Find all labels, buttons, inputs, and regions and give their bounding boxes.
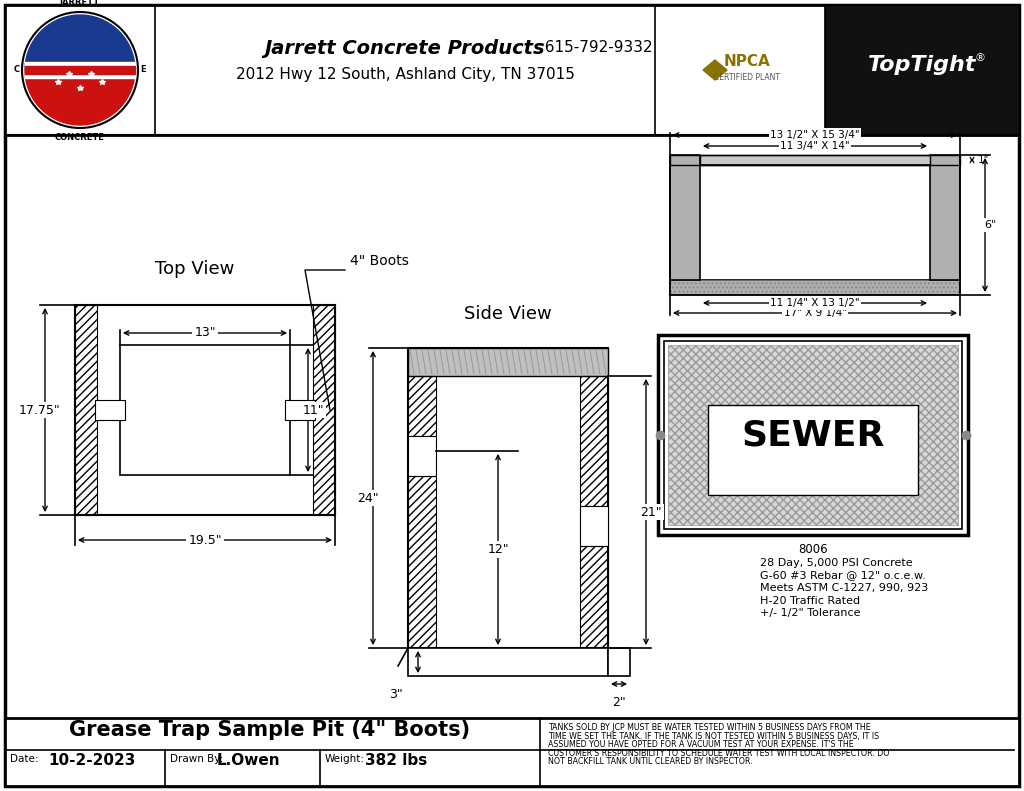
Text: 21": 21": [640, 505, 662, 518]
Text: E: E: [140, 66, 145, 74]
Polygon shape: [703, 60, 727, 80]
Text: Jarrett Concrete Products: Jarrett Concrete Products: [264, 39, 546, 58]
Bar: [120, 345, 290, 475]
Bar: [670, 280, 961, 295]
Text: 19.5": 19.5": [188, 533, 222, 547]
Bar: [408, 648, 608, 676]
Text: Drawn By:: Drawn By:: [170, 754, 223, 764]
Text: 10-2-2023: 10-2-2023: [48, 753, 135, 768]
Text: L.Owen: L.Owen: [217, 753, 281, 768]
Text: Meets ASTM C-1227, 990, 923: Meets ASTM C-1227, 990, 923: [760, 583, 928, 593]
Bar: [670, 155, 700, 280]
Text: 13 1/2" X 15 3/4": 13 1/2" X 15 3/4": [770, 130, 860, 140]
Text: NPCA: NPCA: [724, 55, 770, 70]
Bar: [708, 405, 918, 495]
Text: 13": 13": [195, 327, 216, 339]
Wedge shape: [25, 15, 135, 70]
Bar: [580, 506, 608, 546]
Text: CONCRETE: CONCRETE: [55, 133, 104, 142]
Bar: [25, 66, 135, 74]
Bar: [5, 5, 1019, 135]
Text: ASSUMED YOU HAVE OPTED FOR A VACUUM TEST AT YOUR EXPENSE. IT'S THE: ASSUMED YOU HAVE OPTED FOR A VACUUM TEST…: [548, 740, 854, 749]
Text: SEWER: SEWER: [741, 418, 885, 452]
Text: 8006: 8006: [798, 543, 827, 556]
Text: 11 3/4" X 14": 11 3/4" X 14": [780, 141, 850, 151]
Text: 1": 1": [978, 155, 989, 165]
Bar: [408, 348, 608, 376]
Bar: [930, 155, 961, 280]
Text: TANKS SOLD BY JCP MUST BE WATER TESTED WITHIN 5 BUSINESS DAYS FROM THE: TANKS SOLD BY JCP MUST BE WATER TESTED W…: [548, 723, 870, 732]
Text: Side View: Side View: [464, 305, 552, 323]
Text: 2012 Hwy 12 South, Ashland City, TN 37015: 2012 Hwy 12 South, Ashland City, TN 3701…: [236, 67, 574, 82]
Bar: [5, 718, 1019, 786]
Bar: [608, 648, 630, 676]
Text: TIME WE SET THE TANK. IF THE TANK IS NOT TESTED WITHIN 5 BUSINESS DAYS, IT IS: TIME WE SET THE TANK. IF THE TANK IS NOT…: [548, 732, 880, 740]
Bar: [95, 400, 125, 420]
Text: CUSTOMER'S RESPONSIBILITY TO SCHEDULE WATER TEST WITH LOCAL INSPECTOR. DO: CUSTOMER'S RESPONSIBILITY TO SCHEDULE WA…: [548, 748, 890, 758]
Text: +/- 1/2" Tolerance: +/- 1/2" Tolerance: [760, 608, 860, 618]
Bar: [408, 476, 436, 648]
Bar: [670, 155, 961, 165]
Text: G-60 #3 Rebar @ 12" o.c.e.w.: G-60 #3 Rebar @ 12" o.c.e.w.: [760, 570, 926, 581]
Bar: [658, 335, 968, 535]
Bar: [408, 376, 436, 436]
Bar: [670, 280, 961, 295]
Circle shape: [22, 12, 138, 128]
Text: H-20 Traffic Rated: H-20 Traffic Rated: [760, 596, 860, 605]
Text: 2": 2": [612, 696, 626, 709]
Text: 11 1/4" X 13 1/2": 11 1/4" X 13 1/2": [770, 298, 860, 308]
Bar: [580, 376, 608, 506]
Text: TopTight: TopTight: [867, 55, 976, 75]
Bar: [25, 62, 135, 78]
Text: 28 Day, 5,000 PSI Concrete: 28 Day, 5,000 PSI Concrete: [760, 558, 912, 568]
Bar: [668, 345, 958, 525]
Text: 382 lbs: 382 lbs: [365, 753, 427, 768]
Bar: [825, 5, 1019, 135]
Bar: [408, 436, 436, 476]
Text: Grease Trap Sample Pit (4" Boots): Grease Trap Sample Pit (4" Boots): [70, 720, 471, 740]
Text: NOT BACKFILL TANK UNTIL CLEARED BY INSPECTOR.: NOT BACKFILL TANK UNTIL CLEARED BY INSPE…: [548, 757, 753, 766]
Text: 615-792-9332: 615-792-9332: [535, 40, 652, 55]
Bar: [700, 155, 930, 165]
Bar: [285, 400, 315, 420]
Text: 4" Boots: 4" Boots: [350, 254, 409, 268]
Text: ®: ®: [974, 53, 985, 63]
Text: CERTIFIED PLANT: CERTIFIED PLANT: [714, 74, 780, 82]
Text: 17.75": 17.75": [19, 403, 60, 417]
Bar: [580, 546, 608, 648]
Text: 11": 11": [302, 403, 324, 417]
Text: 3": 3": [389, 687, 403, 701]
Text: Top View: Top View: [156, 260, 234, 278]
Text: C: C: [14, 66, 20, 74]
Bar: [313, 305, 335, 515]
Bar: [75, 305, 335, 515]
Text: 24": 24": [357, 491, 379, 505]
Text: 12": 12": [487, 543, 509, 556]
Text: Date:: Date:: [10, 754, 39, 764]
Text: 6": 6": [984, 220, 996, 230]
Wedge shape: [25, 70, 135, 125]
Text: Weight:: Weight:: [325, 754, 365, 764]
Text: JARRETT: JARRETT: [60, 0, 100, 7]
Text: 17" X 9 1/4": 17" X 9 1/4": [783, 308, 847, 318]
Bar: [408, 348, 608, 648]
Bar: [664, 341, 962, 529]
Bar: [75, 305, 97, 515]
